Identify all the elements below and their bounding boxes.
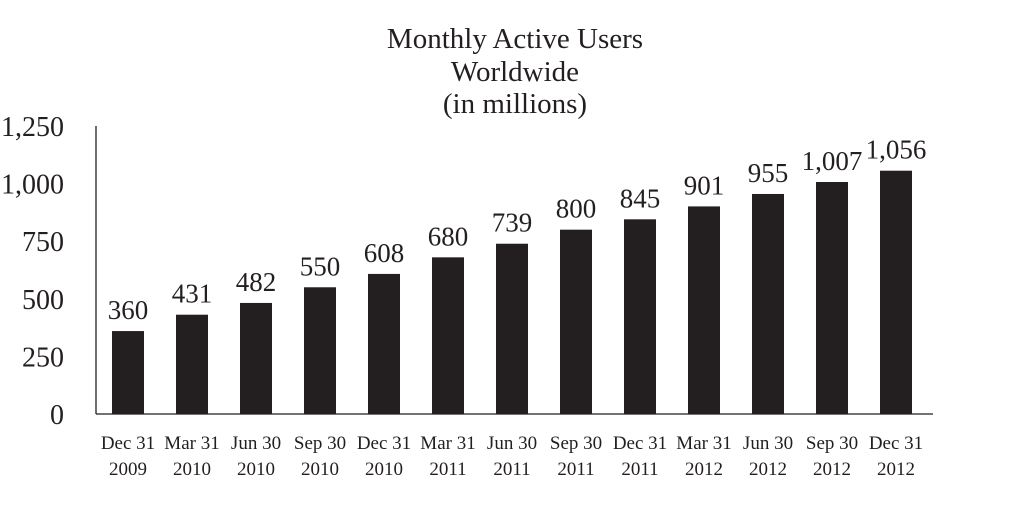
x-tick-label: 2009 <box>109 459 147 480</box>
value-label: 901 <box>684 170 725 200</box>
bar <box>368 273 400 414</box>
x-tick-label: Jun 30 <box>743 433 793 454</box>
bar <box>304 287 336 414</box>
chart-title-line: (in millions) <box>443 88 587 120</box>
x-tick-label: 2011 <box>557 459 594 480</box>
value-label: 1,056 <box>866 135 927 165</box>
x-tick-label: Jun 30 <box>231 433 281 454</box>
y-axis-ticks: 0 250 500 750 1,000 1,250 <box>1 112 64 431</box>
y-tick-label: 1,250 <box>1 112 64 143</box>
value-label: 550 <box>300 251 341 281</box>
x-tick-label: 2010 <box>237 459 275 480</box>
x-tick-label: 2011 <box>621 459 658 480</box>
x-tick-label: Mar 31 <box>676 433 731 454</box>
bar <box>752 193 784 414</box>
x-axis-ticks: Dec 31 2009 Mar 31 2010 Jun 30 2010 Sep 30 2010… <box>101 433 923 480</box>
x-tick-label: Dec 31 <box>869 433 923 454</box>
bar <box>176 314 208 414</box>
y-tick-label: 1,000 <box>1 170 64 201</box>
x-tick-label: 2010 <box>365 459 403 480</box>
x-tick-label: 2011 <box>493 459 530 480</box>
bar <box>624 219 656 414</box>
x-tick-label: Dec 31 <box>101 433 155 454</box>
x-tick-label: Dec 31 <box>613 433 667 454</box>
y-tick-label: 500 <box>22 285 64 316</box>
x-tick-label: Sep 30 <box>550 433 602 454</box>
value-label: 800 <box>556 194 597 224</box>
y-tick-label: 750 <box>22 227 64 258</box>
bar <box>496 243 528 414</box>
bar <box>560 229 592 414</box>
x-tick-label: 2012 <box>813 459 851 480</box>
x-tick-label: 2011 <box>429 459 466 480</box>
bar <box>880 170 912 414</box>
x-tick-label: 2010 <box>301 459 339 480</box>
bars <box>112 170 912 414</box>
x-tick-label: Mar 31 <box>420 433 475 454</box>
value-label: 431 <box>172 279 213 309</box>
value-label: 360 <box>108 295 149 325</box>
y-tick-label: 250 <box>22 342 64 373</box>
chart-title-line: Monthly Active Users <box>387 23 643 55</box>
value-label: 608 <box>364 238 405 268</box>
x-tick-label: Sep 30 <box>294 433 346 454</box>
bar <box>688 206 720 414</box>
x-tick-label: Mar 31 <box>164 433 219 454</box>
y-tick-label: 0 <box>50 400 64 431</box>
bar <box>240 302 272 414</box>
x-tick-label: 2010 <box>173 459 211 480</box>
value-labels: 360 431 482 550 608 680 739 800 845 901 955 1,007 1,… <box>108 135 927 325</box>
value-label: 1,007 <box>802 146 863 176</box>
bar <box>432 257 464 414</box>
bar <box>816 181 848 414</box>
value-label: 955 <box>748 158 789 188</box>
value-label: 845 <box>620 183 661 213</box>
bar <box>112 331 144 414</box>
x-tick-label: Dec 31 <box>357 433 411 454</box>
x-tick-label: Jun 30 <box>487 433 537 454</box>
value-label: 680 <box>428 221 469 251</box>
chart-title-line: Worldwide <box>451 56 579 88</box>
value-label: 739 <box>492 208 533 238</box>
value-label: 482 <box>236 267 277 297</box>
x-tick-label: 2012 <box>749 459 787 480</box>
x-tick-label: Sep 30 <box>806 433 858 454</box>
x-tick-label: 2012 <box>685 459 723 480</box>
x-tick-label: 2012 <box>877 459 915 480</box>
